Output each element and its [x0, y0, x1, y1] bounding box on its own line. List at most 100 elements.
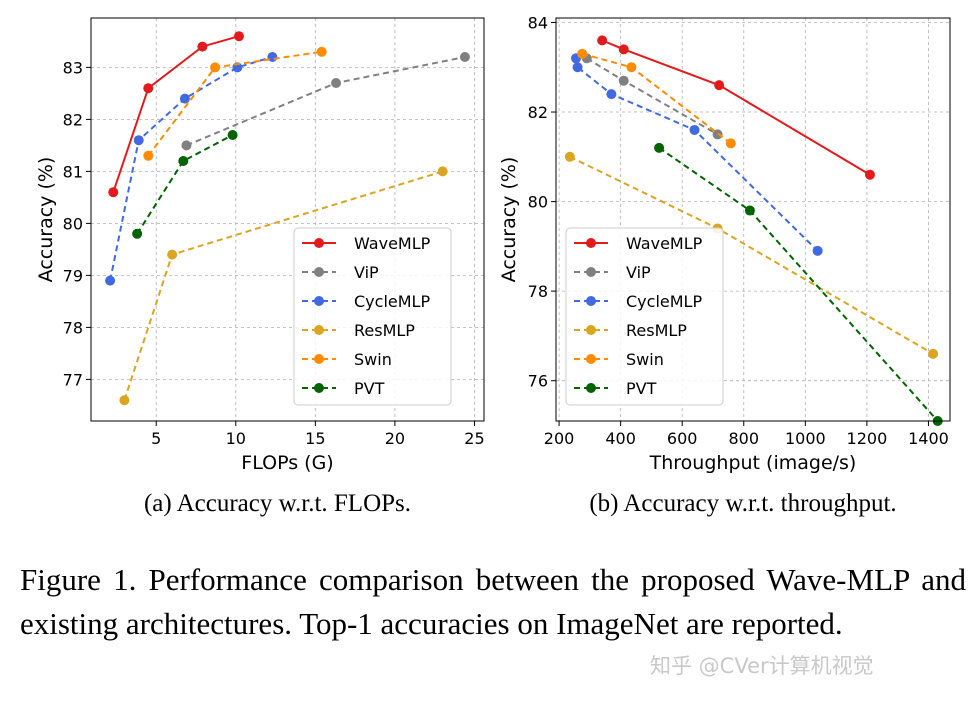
legend-marker	[314, 383, 324, 393]
series-wavemlp	[108, 31, 244, 198]
watermark: 知乎 @CVer计算机视觉	[650, 654, 874, 678]
data-point	[618, 75, 629, 86]
x-tick-label: 1000	[785, 429, 826, 448]
series-pvt	[654, 142, 943, 426]
data-point	[233, 31, 244, 42]
y-axis-label: Accuracy (%)	[498, 157, 520, 283]
data-point	[210, 62, 221, 73]
subfigure-caption: (a) Accuracy w.r.t. FLOPs.	[144, 490, 411, 517]
data-point	[714, 80, 725, 91]
legend-marker	[586, 238, 596, 248]
legend-label-resmlp: ResMLP	[626, 321, 687, 340]
data-point	[928, 348, 939, 359]
data-point	[143, 83, 154, 94]
legend-marker	[586, 325, 596, 335]
data-point	[178, 156, 189, 166]
series-line-wavemlp	[112, 35, 240, 193]
grid	[91, 18, 484, 421]
data-point	[227, 130, 238, 140]
y-tick-label: 78	[63, 318, 83, 337]
data-point	[459, 52, 470, 62]
data-point	[618, 44, 629, 55]
legend-marker	[314, 354, 324, 364]
data-point	[331, 78, 342, 88]
y-tick-label: 81	[63, 162, 83, 181]
chart-accuracy-vs-flops: 5 10 15 20 25 77 78 79 80 81 82 83 FLOPs (G) Accuracy…	[35, 17, 485, 517]
series-line-pvt	[136, 134, 234, 235]
series-line-vip	[586, 57, 719, 136]
legend-marker	[314, 296, 324, 306]
series-vip	[581, 53, 723, 140]
legend-marker	[586, 296, 596, 306]
legend-label-resmlp: ResMLP	[354, 321, 415, 340]
series-vip	[181, 52, 470, 151]
data-point	[133, 135, 144, 146]
legend-label-vip: ViP	[626, 263, 651, 282]
legend-label-pvt: PVT	[626, 379, 657, 398]
data-point	[572, 62, 583, 73]
figure-caption: Figure 1. Performance comparison between…	[20, 562, 966, 641]
y-tick-label: 79	[63, 266, 83, 285]
x-tick-label: 1200	[847, 429, 888, 448]
series-wavemlp	[597, 35, 875, 180]
legend-label-cyclemlp: CycleMLP	[626, 292, 702, 311]
series-cyclemlp	[571, 53, 823, 256]
y-tick-label: 82	[528, 103, 548, 122]
x-tick-label: 400	[605, 429, 636, 448]
data-point	[626, 62, 637, 73]
data-point	[597, 35, 608, 46]
y-tick-label: 80	[63, 214, 83, 233]
y-tick-label: 82	[63, 110, 83, 129]
data-point	[181, 140, 192, 151]
y-tick-label: 80	[528, 193, 548, 212]
x-tick-label: 600	[667, 429, 698, 448]
legend-label-wavemlp: WaveMLP	[354, 234, 431, 253]
data-point	[725, 138, 736, 149]
x-tick-label: 800	[728, 429, 759, 448]
series-swin	[143, 46, 327, 161]
x-tick-label: 200	[544, 429, 575, 448]
subfigure-caption: (b) Accuracy w.r.t. throughput.	[589, 490, 896, 517]
series-line-cyclemlp	[575, 58, 819, 252]
data-point	[606, 89, 617, 100]
data-point	[437, 166, 448, 177]
legend-label-cyclemlp: CycleMLP	[354, 292, 430, 311]
x-tick-label: 10	[226, 429, 246, 448]
series-pvt	[132, 130, 238, 239]
series-swin	[577, 48, 736, 149]
data-point	[132, 228, 143, 239]
data-point	[119, 395, 130, 406]
series-cyclemlp	[105, 52, 278, 286]
series-line-vip	[186, 56, 466, 147]
x-tick-label: 5	[151, 429, 161, 448]
chart-accuracy-vs-throughput: 200 400 600 800 1000 1200 1400 76 78 80 82 84 Throug…	[498, 13, 951, 517]
data-point	[812, 245, 823, 256]
data-point	[564, 151, 575, 162]
y-tick-label: 77	[63, 370, 83, 389]
x-tick-label: 1400	[908, 429, 949, 448]
legend-marker	[314, 325, 324, 335]
legend-label-wavemlp: WaveMLP	[626, 234, 703, 253]
data-point	[577, 48, 588, 59]
legend-marker	[314, 267, 324, 277]
x-tick-label: 15	[305, 429, 325, 448]
legend-marker	[314, 238, 324, 248]
legend-label-pvt: PVT	[354, 379, 385, 398]
y-tick-label: 76	[528, 372, 548, 391]
x-axis-label: FLOPs (G)	[241, 452, 333, 474]
x-tick-label: 20	[385, 429, 405, 448]
series-resmlp	[119, 166, 448, 406]
legend-label-swin: Swin	[354, 350, 392, 369]
y-tick-label: 83	[63, 58, 83, 77]
legend-label-swin: Swin	[626, 350, 664, 369]
legend: WaveMLP ViP CycleMLP ResMLP Swin PVT	[565, 227, 724, 406]
data-point	[654, 142, 665, 153]
plot-frame	[90, 17, 485, 422]
legend-marker	[586, 383, 596, 393]
data-point	[143, 150, 154, 161]
data-point	[864, 169, 875, 180]
y-tick-label: 84	[528, 13, 548, 32]
legend-label-vip: ViP	[354, 263, 379, 282]
data-point	[316, 46, 327, 57]
